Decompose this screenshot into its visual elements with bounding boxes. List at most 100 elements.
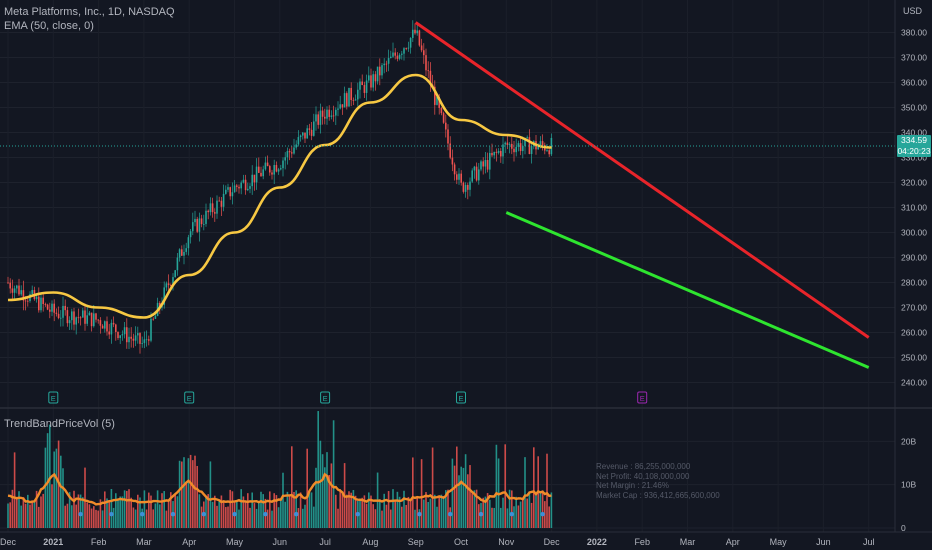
volume-bar[interactable] [335,494,337,528]
volume-bar[interactable] [409,501,412,528]
volume-bar[interactable] [535,495,537,528]
volume-bar[interactable] [403,490,405,528]
volume-bar[interactable] [548,506,550,528]
candle-body[interactable] [352,99,355,101]
candle-body[interactable] [93,313,95,327]
candle-body[interactable] [240,182,242,189]
candle-body[interactable] [68,320,71,324]
candle-body[interactable] [71,311,73,321]
volume-bar[interactable] [258,500,260,528]
candle-body[interactable] [511,143,513,149]
candle-body[interactable] [506,142,509,145]
candle-body[interactable] [209,203,212,213]
volume-bar[interactable] [427,501,429,528]
volume-bar[interactable] [546,453,548,528]
candle-body[interactable] [361,81,363,86]
candle-body[interactable] [16,285,18,289]
volume-bar[interactable] [390,509,392,528]
candle-body[interactable] [88,312,91,316]
volume-bar[interactable] [55,448,58,528]
earnings-marker-icon[interactable] [456,391,466,404]
candle-body[interactable] [117,331,119,339]
volume-bar[interactable] [425,492,427,528]
volume-bar[interactable] [185,482,187,528]
candle-body[interactable] [132,338,135,341]
candle-body[interactable] [341,104,344,108]
candle-body[interactable] [480,161,482,170]
candle-body[interactable] [451,157,454,165]
candle-body[interactable] [478,169,480,181]
candle-body[interactable] [84,310,86,324]
volume-bar[interactable] [90,508,93,528]
candle-body[interactable] [418,30,421,46]
candle-body[interactable] [192,222,194,232]
volume-bar[interactable] [541,490,544,528]
volume-bar[interactable] [269,491,271,528]
volume-bar[interactable] [24,503,27,528]
candle-body[interactable] [66,310,69,324]
volume-bar[interactable] [506,508,509,528]
volume-bar[interactable] [544,501,546,528]
volume-bar[interactable] [363,495,366,528]
candle-body[interactable] [339,104,341,109]
candle-body[interactable] [319,110,322,125]
volume-bar[interactable] [84,467,86,528]
volume-bar[interactable] [372,504,374,528]
volume-bar[interactable] [313,506,315,528]
candle-body[interactable] [423,50,425,56]
candle-body[interactable] [445,122,447,130]
volume-bar[interactable] [374,509,377,528]
candle-body[interactable] [394,52,396,56]
volume-bar[interactable] [240,489,242,528]
candle-body[interactable] [24,300,27,302]
candle-body[interactable] [82,310,84,318]
candle-body[interactable] [332,115,335,117]
volume-bar[interactable] [112,507,115,528]
volume-bar[interactable] [126,490,128,528]
volume-bar[interactable] [315,467,317,528]
volume-bar[interactable] [275,495,278,528]
volume-axis[interactable]: 20B 10B 0 [901,436,916,533]
candle-body[interactable] [264,162,267,170]
candle-body[interactable] [167,283,170,286]
candle-body[interactable] [436,96,438,105]
candle-body[interactable] [42,297,44,305]
volume-bar[interactable] [119,496,121,528]
volume-bar[interactable] [368,492,370,528]
candle-body[interactable] [500,151,502,157]
candle-body[interactable] [145,339,148,341]
price-candles[interactable] [7,20,553,354]
candle-body[interactable] [18,285,20,295]
candle-body[interactable] [284,157,286,161]
volume-bar[interactable] [348,491,350,528]
volume-bar[interactable] [236,501,238,528]
symbol-title[interactable]: Meta Platforms, Inc., 1D, NASDAQ [4,6,175,18]
candle-body[interactable] [20,290,22,295]
volume-bar[interactable] [262,494,264,528]
candle-body[interactable] [348,87,350,107]
volume-bar[interactable] [533,447,535,528]
candle-body[interactable] [79,317,82,319]
volume-bar[interactable] [137,494,139,528]
volume-bar[interactable] [148,492,150,528]
candle-body[interactable] [363,85,366,93]
candle-body[interactable] [328,109,330,117]
candle-body[interactable] [163,287,165,305]
candle-body[interactable] [277,169,280,172]
candle-body[interactable] [40,297,42,311]
volume-bar[interactable] [418,509,421,528]
volume-bar[interactable] [436,506,438,528]
candle-body[interactable] [247,188,249,191]
candle-body[interactable] [121,334,124,336]
volume-bar[interactable] [286,491,289,528]
volume-bar[interactable] [183,457,185,528]
candle-body[interactable] [97,319,99,321]
candle-body[interactable] [260,172,262,177]
volume-bar[interactable] [478,504,480,528]
volume-bar[interactable] [420,459,423,528]
volume-bar[interactable] [97,510,99,528]
candle-body[interactable] [271,172,273,175]
candle-body[interactable] [390,56,392,59]
candle-body[interactable] [238,186,240,189]
candle-body[interactable] [504,142,506,145]
